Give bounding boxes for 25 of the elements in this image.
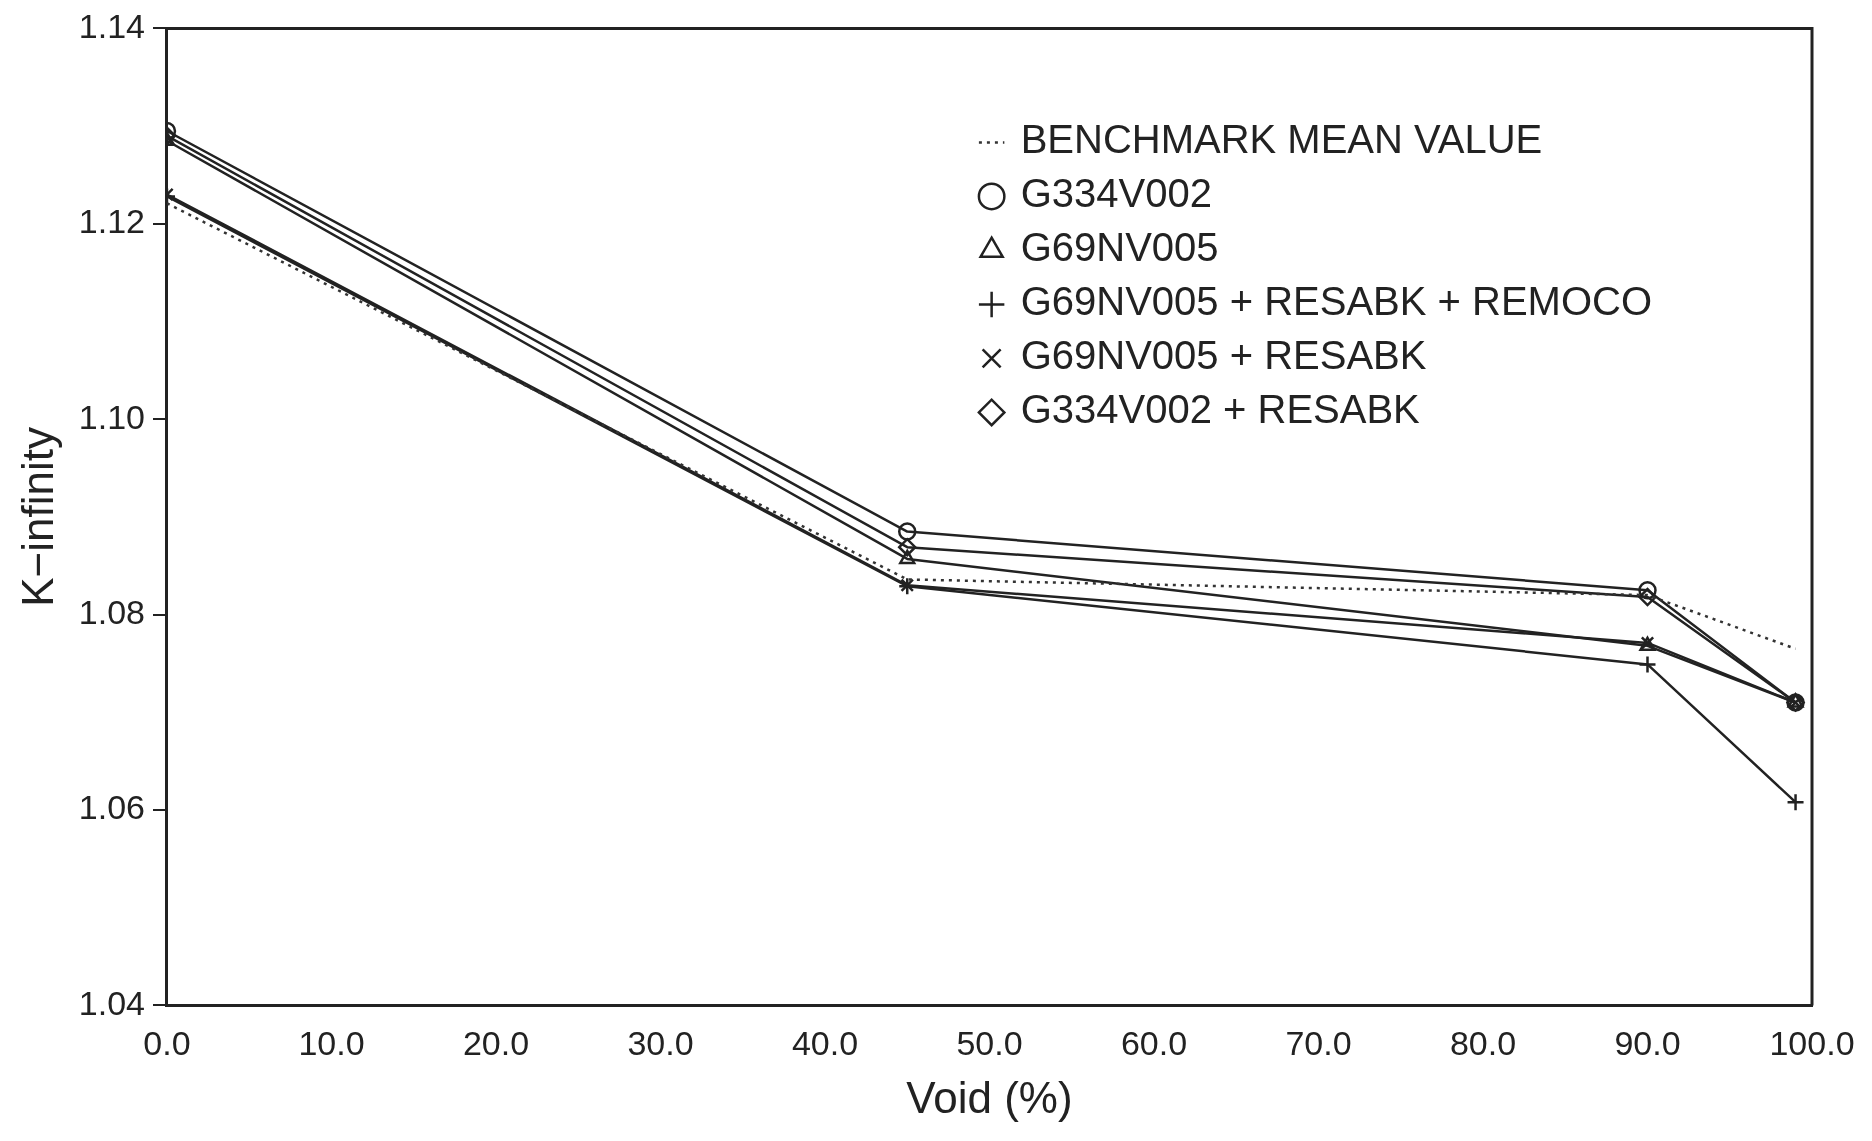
- y-tick-label: 1.14: [78, 6, 145, 45]
- y-tick-label: 1.12: [78, 202, 145, 241]
- x-tick-label: 40.0: [791, 1024, 859, 1063]
- x-tick-label: 0.0: [143, 1024, 191, 1063]
- x-tick-label: 70.0: [1285, 1024, 1352, 1063]
- x-tick-label: 60.0: [1120, 1024, 1188, 1063]
- y-tick-label: 1.10: [78, 397, 145, 436]
- y-tick-label: 1.06: [78, 788, 145, 827]
- legend-label: G69NV005: [1020, 225, 1219, 270]
- x-tick-label: 10.0: [298, 1024, 365, 1063]
- y-tick-label: 1.08: [78, 592, 145, 631]
- y-axis-title: K−infinity: [12, 427, 62, 607]
- x-tick-label: 80.0: [1449, 1024, 1517, 1063]
- x-tick-label: 100.0: [1769, 1024, 1855, 1063]
- x-axis-title: Void (%): [906, 1072, 1073, 1122]
- x-tick-label: 50.0: [956, 1024, 1023, 1063]
- legend-label: G334V002: [1020, 171, 1212, 216]
- x-tick-label: 30.0: [627, 1024, 694, 1063]
- y-tick-label: 1.04: [78, 983, 145, 1022]
- legend-label: G69NV005 + RESABK: [1020, 333, 1427, 378]
- x-tick-label: 90.0: [1614, 1024, 1681, 1063]
- legend-label: BENCHMARK MEAN VALUE: [1020, 117, 1543, 162]
- legend-label: G334V002 + RESABK: [1020, 387, 1421, 432]
- x-tick-label: 20.0: [462, 1024, 530, 1063]
- legend-label: G69NV005 + RESABK + REMOCO: [1020, 279, 1653, 324]
